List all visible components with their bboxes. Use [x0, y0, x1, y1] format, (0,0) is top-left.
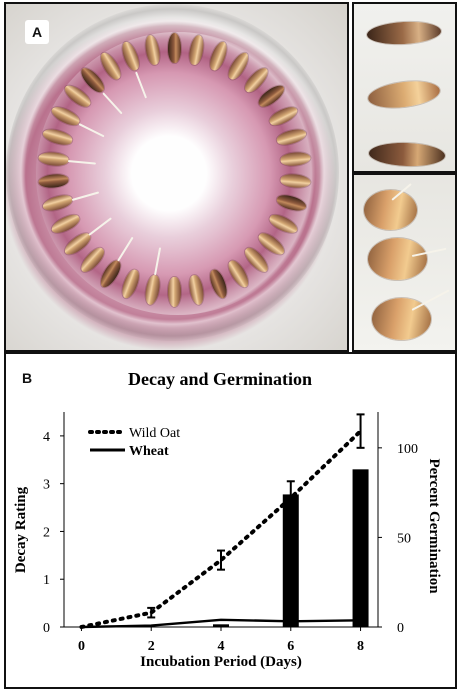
chart-panel	[4, 352, 457, 689]
main-petri-dish-photo	[4, 2, 349, 352]
wild-oat-series-line	[79, 429, 363, 629]
right-y-tick-label: 50	[397, 531, 411, 546]
panel-label-b: B	[22, 370, 33, 386]
x-tick-label: 2	[148, 639, 155, 654]
wheat-seed	[168, 33, 181, 63]
x-tick-label: 0	[78, 639, 85, 654]
germination-bar	[352, 469, 369, 627]
x-tick-label: 8	[357, 639, 364, 654]
y-tick-label: 3	[43, 478, 50, 493]
y-tick-label: 2	[43, 525, 50, 540]
wheat-series-line	[80, 618, 362, 629]
legend-wheat-label: Wheat	[129, 444, 169, 459]
right-y-tick-label: 100	[397, 442, 418, 457]
germination-bars	[213, 469, 369, 627]
left-y-axis-label: Decay Rating	[13, 486, 29, 573]
right-y-axis-label: Percent Germination	[426, 458, 442, 594]
y-tick-label: 0	[43, 621, 50, 636]
x-tick-label: 4	[218, 639, 225, 654]
decay-lines	[79, 413, 365, 629]
legend-wild-oat-label: Wild Oat	[129, 426, 180, 441]
decayed-seed-photo	[352, 2, 457, 173]
germinated-seed	[368, 238, 427, 280]
right-y-tick-label: 0	[397, 621, 404, 636]
chart-title: Decay and Germination	[128, 369, 312, 389]
y-tick-label: 1	[43, 573, 50, 588]
germination-bar	[213, 624, 229, 627]
legend: Wild Oat Wheat	[88, 426, 180, 459]
germinated-seed-photo	[352, 173, 457, 352]
x-tick-label: 6	[287, 639, 294, 654]
x-axis-label: Incubation Period (Days)	[140, 654, 302, 670]
panel-label-a: A	[25, 20, 49, 44]
y-tick-label: 4	[43, 430, 50, 445]
germination-bar	[282, 494, 299, 627]
axis-ticks: 0 2 4 6 8 0 1 2 3 4 0 50 100	[43, 430, 418, 654]
germinated-seed	[364, 190, 417, 230]
